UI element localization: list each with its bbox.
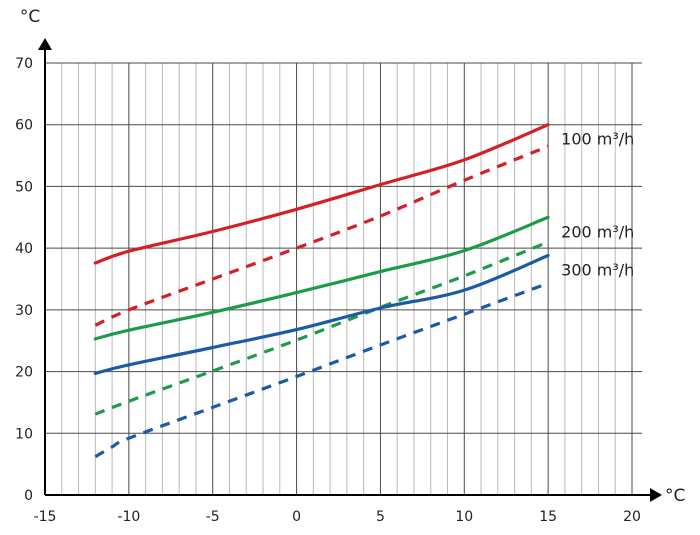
x-tick-label: -10 bbox=[117, 509, 140, 525]
y-tick-label: 20 bbox=[15, 365, 33, 381]
x-tick-label: -5 bbox=[206, 509, 220, 525]
y-tick-label: 50 bbox=[15, 179, 33, 195]
grid-major-lines bbox=[45, 62, 642, 495]
y-tick-label: 70 bbox=[15, 56, 33, 72]
x-tick-label: -15 bbox=[34, 509, 57, 525]
axes bbox=[38, 38, 662, 502]
x-tick-label: 10 bbox=[455, 509, 473, 525]
x-axis-label: °C bbox=[665, 486, 685, 506]
y-axis-arrow bbox=[38, 38, 52, 50]
x-tick-labels: -15 -10 -5 0 5 10 15 20 bbox=[34, 509, 641, 525]
y-tick-label: 40 bbox=[15, 241, 33, 257]
series-label: 300 m³/h bbox=[561, 261, 634, 280]
x-tick-label: 15 bbox=[539, 509, 557, 525]
series-line-2-solid bbox=[93, 215, 550, 341]
y-axis-label: °C bbox=[20, 7, 40, 27]
y-tick-label: 10 bbox=[15, 426, 33, 442]
x-tick-label: 20 bbox=[623, 509, 641, 525]
y-tick-label: 60 bbox=[15, 118, 33, 134]
y-tick-label: 0 bbox=[24, 488, 33, 504]
series-label: 200 m³/h bbox=[561, 222, 634, 241]
series-line-5-dashed bbox=[94, 281, 549, 459]
series-lines bbox=[93, 123, 550, 459]
series-line-4-solid bbox=[93, 253, 550, 375]
grid-minor-lines bbox=[61, 63, 616, 495]
series-line-0-solid bbox=[93, 123, 550, 265]
series-labels: 100 m³/h 200 m³/h 300 m³/h bbox=[561, 130, 634, 280]
series-label: 100 m³/h bbox=[561, 130, 634, 149]
y-tick-label: 30 bbox=[15, 303, 33, 319]
x-tick-label: 0 bbox=[292, 509, 301, 525]
x-tick-label: 5 bbox=[376, 509, 385, 525]
series-line-1-dashed bbox=[94, 144, 549, 327]
y-tick-labels: 0 10 20 30 40 50 60 70 bbox=[15, 56, 33, 504]
series-line-3-dashed bbox=[94, 240, 549, 416]
x-axis-arrow bbox=[650, 488, 662, 502]
